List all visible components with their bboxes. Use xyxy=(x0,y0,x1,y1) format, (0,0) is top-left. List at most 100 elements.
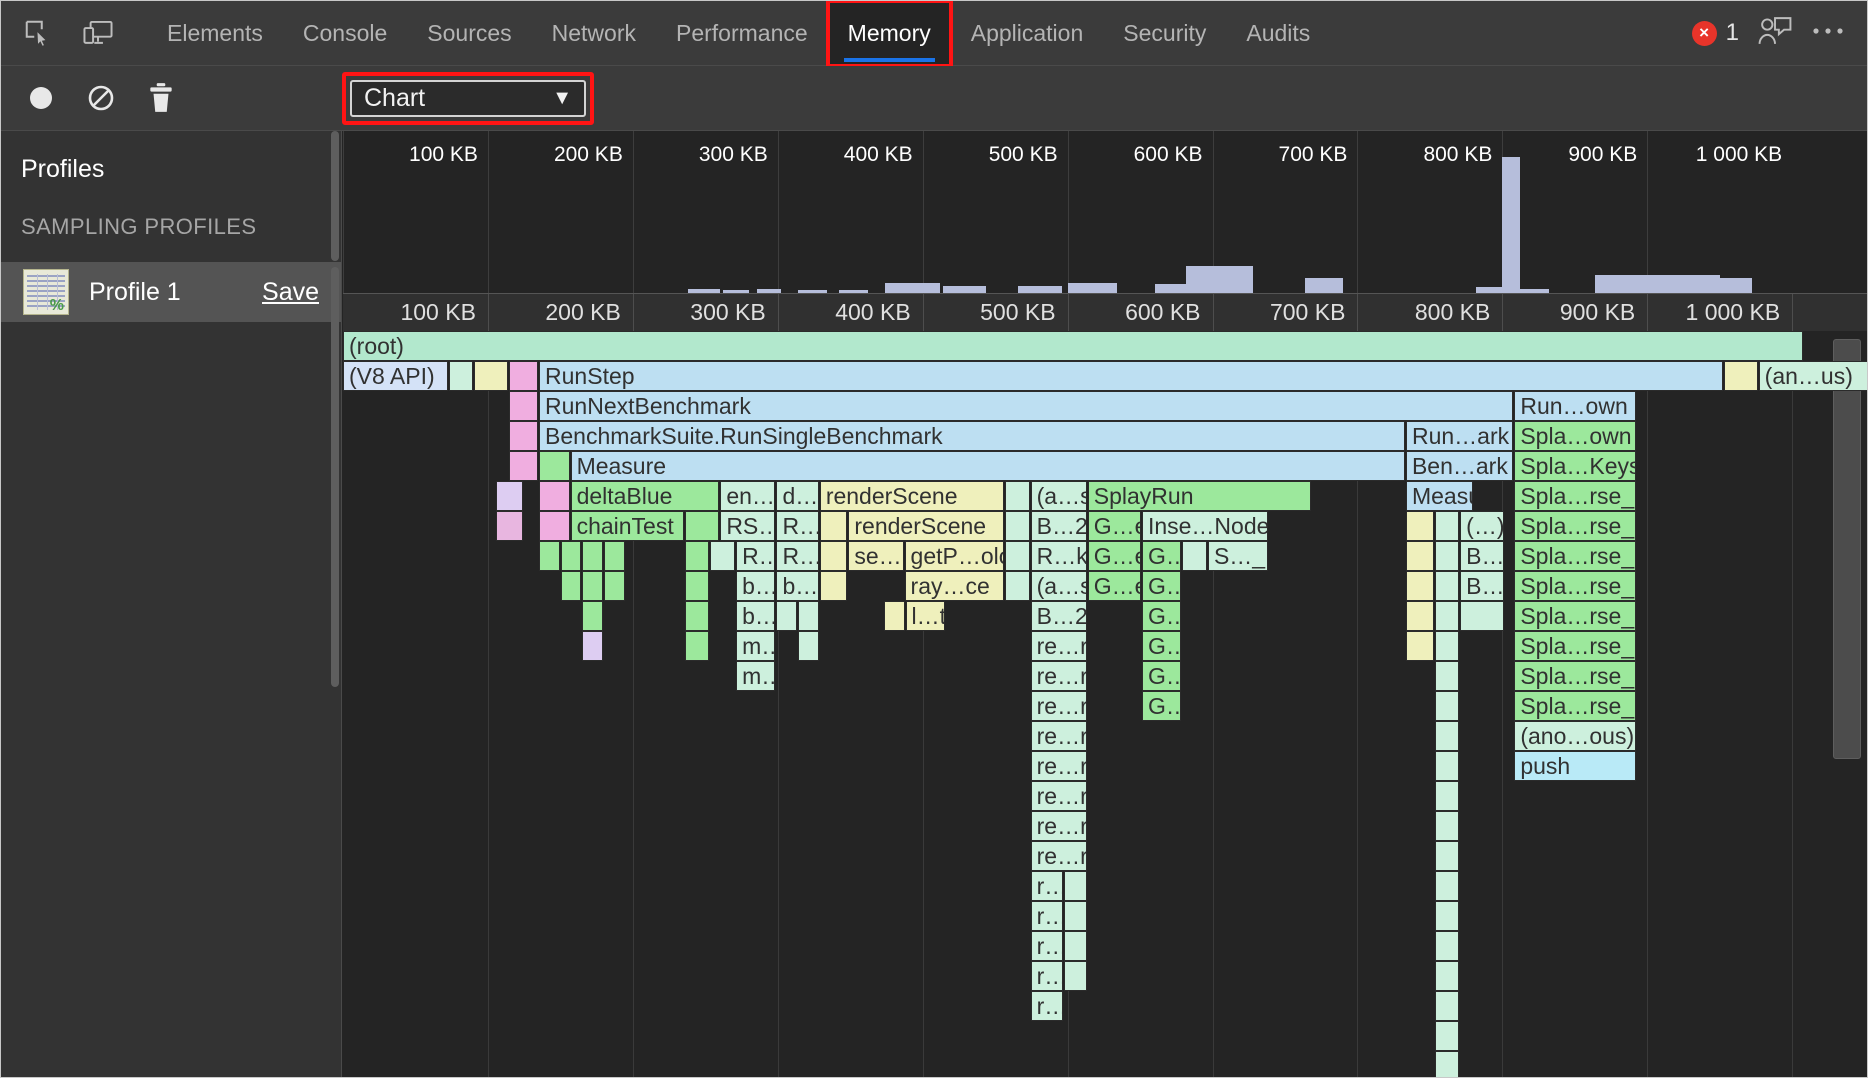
flame-frame-unlabeled[interactable] xyxy=(539,451,570,481)
flame-frame[interactable]: Run…ark xyxy=(1405,421,1514,451)
flame-frame[interactable]: re…r xyxy=(1030,811,1087,841)
flame-frame-unlabeled[interactable] xyxy=(1405,601,1434,631)
flame-frame-unlabeled[interactable] xyxy=(582,571,604,601)
flame-frame[interactable]: Spla…rse_ xyxy=(1514,511,1636,541)
flame-frame-unlabeled[interactable] xyxy=(819,571,848,601)
flame-frame-unlabeled[interactable] xyxy=(1434,1051,1460,1077)
flame-frame-unlabeled[interactable] xyxy=(1434,901,1460,931)
flame-frame[interactable]: en…pt xyxy=(720,481,776,511)
flame-frame[interactable]: R…e xyxy=(776,541,819,571)
flame-frame[interactable]: chainTest xyxy=(570,511,684,541)
flame-frame-unlabeled[interactable] xyxy=(1064,871,1087,901)
flame-frame-unlabeled[interactable] xyxy=(819,541,848,571)
flame-frame[interactable]: B… xyxy=(1460,541,1504,571)
flame-frame-unlabeled[interactable] xyxy=(776,601,798,631)
flame-frame-unlabeled[interactable] xyxy=(1724,361,1758,391)
flame-frame[interactable]: re…r xyxy=(1030,661,1087,691)
flame-frame[interactable]: renderScene xyxy=(848,511,1005,541)
tab-performance[interactable]: Performance xyxy=(656,1,828,66)
flame-frame-unlabeled[interactable] xyxy=(560,541,582,571)
flame-frame-unlabeled[interactable] xyxy=(819,511,848,541)
flame-frame[interactable]: G… xyxy=(1141,661,1182,691)
tab-elements[interactable]: Elements xyxy=(147,1,283,66)
flame-frame[interactable]: m… xyxy=(736,661,776,691)
tab-network[interactable]: Network xyxy=(532,1,656,66)
flame-frame[interactable]: S…_ xyxy=(1207,541,1269,571)
flame-frame[interactable]: (an…us) xyxy=(1758,361,1867,391)
flame-chart-scrollbar[interactable] xyxy=(1833,339,1861,759)
more-options-icon[interactable] xyxy=(1811,24,1845,42)
flame-frame-unlabeled[interactable] xyxy=(1405,541,1434,571)
flame-frame[interactable]: G… xyxy=(1141,541,1182,571)
flame-frame[interactable]: G…e xyxy=(1087,511,1141,541)
flame-frame[interactable]: r… xyxy=(1030,991,1064,1021)
flame-frame-unlabeled[interactable] xyxy=(1434,661,1460,691)
flame-frame-unlabeled[interactable] xyxy=(539,481,570,511)
flame-frame[interactable]: (…) xyxy=(1460,511,1504,541)
save-profile-link[interactable]: Save xyxy=(262,277,319,306)
flame-frame-unlabeled[interactable] xyxy=(1064,931,1087,961)
flame-frame-unlabeled[interactable] xyxy=(1434,931,1460,961)
flame-frame-unlabeled[interactable] xyxy=(798,601,819,631)
flame-frame[interactable]: push xyxy=(1514,751,1636,781)
flame-frame[interactable]: Spla…rse_ xyxy=(1514,601,1636,631)
flame-frame[interactable]: (root) xyxy=(343,331,1803,361)
flame-frame[interactable]: getP…olor xyxy=(904,541,1005,571)
tab-application[interactable]: Application xyxy=(951,1,1104,66)
flame-frame[interactable]: b… xyxy=(776,571,819,601)
flame-frame-unlabeled[interactable] xyxy=(509,361,539,391)
flame-frame-unlabeled[interactable] xyxy=(509,391,539,421)
flame-frame[interactable]: Inse…Node xyxy=(1141,511,1269,541)
flame-frame[interactable]: G… xyxy=(1141,631,1182,661)
flame-frame[interactable]: re…r xyxy=(1030,781,1087,811)
flame-frame-unlabeled[interactable] xyxy=(509,451,539,481)
flame-frame-unlabeled[interactable] xyxy=(1005,481,1030,511)
flame-frame[interactable]: re…r xyxy=(1030,751,1087,781)
flame-frame-unlabeled[interactable] xyxy=(539,511,570,541)
flame-frame-unlabeled[interactable] xyxy=(1434,571,1460,601)
flame-frame[interactable]: SplayRun xyxy=(1087,481,1312,511)
flame-frame[interactable]: re…r xyxy=(1030,721,1087,751)
view-select[interactable]: Chart ▼ xyxy=(350,80,586,117)
flame-frame[interactable]: re…r xyxy=(1030,631,1087,661)
flame-frame[interactable]: (a…s) xyxy=(1030,481,1087,511)
flame-frame-unlabeled[interactable] xyxy=(1434,691,1460,721)
flame-frame[interactable]: RunNextBenchmark xyxy=(539,391,1514,421)
flame-frame-unlabeled[interactable] xyxy=(582,601,604,631)
flame-frame-unlabeled[interactable] xyxy=(474,361,509,391)
sidebar-scrollbar-top[interactable] xyxy=(331,131,339,261)
flame-frame[interactable]: G…e xyxy=(1087,541,1141,571)
flame-frame[interactable]: Measure xyxy=(570,451,1405,481)
flame-frame[interactable]: r… xyxy=(1030,961,1064,991)
flame-frame-unlabeled[interactable] xyxy=(509,421,539,451)
flame-frame[interactable]: b… xyxy=(736,601,776,631)
flame-chart[interactable]: (root) (V8 API) RunStep (an…us) RunNextBench… xyxy=(343,331,1867,1077)
flame-frame-unlabeled[interactable] xyxy=(1434,751,1460,781)
flame-frame-unlabeled[interactable] xyxy=(1434,721,1460,751)
flame-frame[interactable]: Spla…rse_ xyxy=(1514,481,1636,511)
memory-overview-chart[interactable]: 100 KB 200 KB 300 KB 400 KB 500 KB 600 KB 700 … xyxy=(343,131,1867,293)
flame-frame[interactable]: R…k xyxy=(1030,541,1087,571)
flame-frame-unlabeled[interactable] xyxy=(1005,511,1030,541)
flame-frame-unlabeled[interactable] xyxy=(684,571,710,601)
flame-frame-unlabeled[interactable] xyxy=(1182,541,1207,571)
flame-frame[interactable]: (ano…ous) xyxy=(1514,721,1636,751)
flame-frame[interactable]: B…2 xyxy=(1030,601,1087,631)
device-toolbar-icon[interactable] xyxy=(75,10,121,56)
flame-frame[interactable]: Run…own xyxy=(1514,391,1636,421)
flame-frame[interactable]: (V8 API) xyxy=(343,361,449,391)
flame-frame-unlabeled[interactable] xyxy=(1434,781,1460,811)
flame-frame[interactable]: m… xyxy=(736,631,776,661)
flame-frame[interactable]: (a…s) xyxy=(1030,571,1087,601)
flame-frame-unlabeled[interactable] xyxy=(539,541,560,571)
flame-frame-unlabeled[interactable] xyxy=(1434,811,1460,841)
tab-memory[interactable]: Memory xyxy=(825,1,953,68)
flame-frame[interactable]: Spla…rse_ xyxy=(1514,541,1636,571)
flame-frame-unlabeled[interactable] xyxy=(582,541,604,571)
flame-frame-unlabeled[interactable] xyxy=(1005,541,1030,571)
flame-frame-unlabeled[interactable] xyxy=(883,601,905,631)
flame-frame-unlabeled[interactable] xyxy=(684,631,710,661)
flame-frame-unlabeled[interactable] xyxy=(1434,841,1460,871)
flame-frame[interactable]: Spla…own xyxy=(1514,421,1636,451)
flame-frame[interactable]: Measure xyxy=(1405,481,1473,511)
